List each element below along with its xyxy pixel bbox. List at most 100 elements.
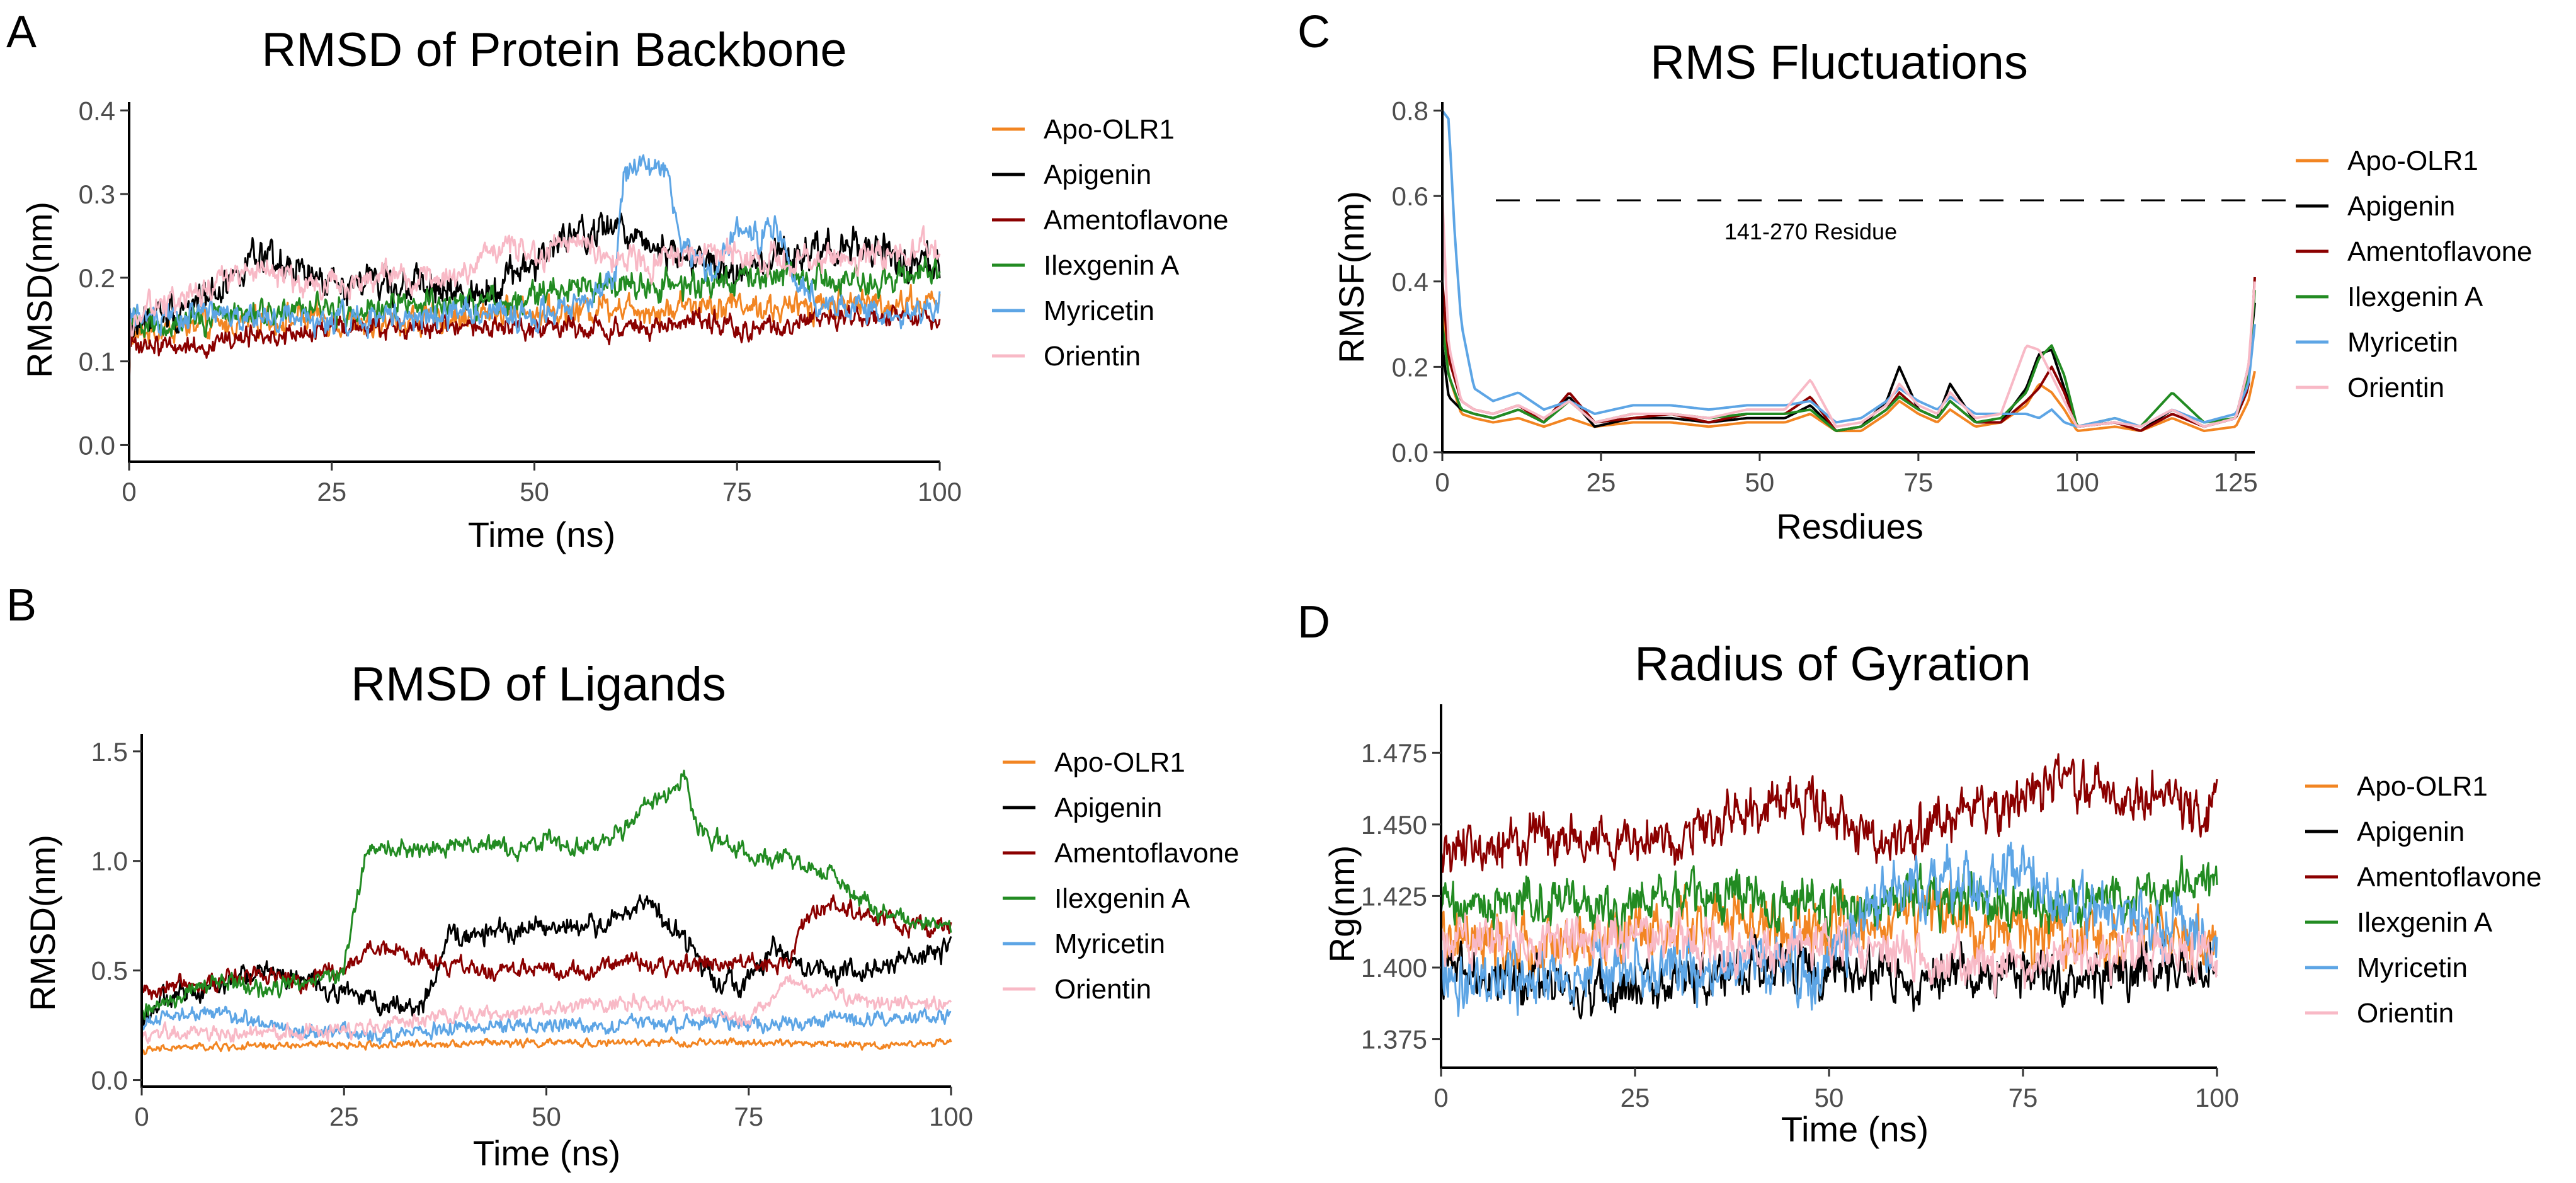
series-line-orientin [1442, 196, 2256, 428]
series-line-myricetin [1442, 110, 2256, 428]
panel-a-title: RMSD of Protein Backbone [261, 23, 846, 77]
series-group [129, 154, 941, 395]
y-tick-label: 1.0 [91, 847, 128, 876]
panel-a-xlabel: Time (ns) [468, 515, 615, 554]
series-line-orientin [129, 225, 941, 395]
panel-d-ylabel: Rg(nm) [1322, 845, 1362, 963]
panel-b-plot: 0 25 50 75 100 0.0 0.5 1.0 1.5 Apo-OLR1 Apigenin Am… [91, 734, 1240, 1131]
panel-b-xlabel: Time (ns) [473, 1133, 620, 1173]
panel-c-ylabel: RMSF(nm) [1331, 191, 1371, 363]
y-tick-label: 1.400 [1361, 953, 1427, 983]
y-tick-label: 0.5 [91, 956, 128, 986]
legend-label: Apigenin [2357, 816, 2465, 847]
x-tick-label: 0 [134, 1102, 149, 1131]
y-tick-label: 0.4 [79, 96, 115, 125]
legend-label: Ilexgenin A [1054, 883, 1190, 914]
y-tick-label: 0.2 [1392, 352, 1428, 382]
series-line-amentoflavone [1442, 277, 2256, 432]
series-line-ilexgenin-a [129, 255, 941, 395]
series-line-apo-olr1 [142, 1036, 952, 1056]
y-tick-label: 1.475 [1361, 738, 1427, 768]
x-tick-label: 25 [1587, 467, 1616, 497]
x-tick-label: 75 [734, 1102, 763, 1131]
x-tick-label: 0 [1433, 1083, 1448, 1112]
y-tick-label: 1.5 [91, 737, 128, 767]
series-line-amentoflavone [129, 304, 941, 395]
panel-b-ylabel: RMSD(nm) [23, 835, 62, 1011]
legend-label: Apo-OLR1 [2357, 771, 2488, 802]
series-line-amentoflavone [1441, 753, 2218, 873]
x-tick-label: 50 [1745, 467, 1775, 497]
x-tick-label: 50 [520, 477, 549, 506]
legend: Apo-OLR1 Apigenin Amentoflavone Ilexgenin A… [992, 114, 1229, 372]
legend: Apo-OLR1 Apigenin Amentoflavone Ilexgenin A… [2296, 146, 2533, 403]
legend-label: Orientin [1044, 341, 1141, 372]
y-tick-label: 0.2 [79, 263, 115, 293]
x-tick-label: 75 [1904, 467, 1934, 497]
y-tick-label: 1.425 [1361, 881, 1427, 911]
x-tick-label: 100 [2195, 1083, 2239, 1112]
panel-letter-b: B [6, 580, 37, 631]
series-line-ilexgenin-a [142, 769, 952, 1020]
series-group [142, 769, 952, 1056]
panel-b-title: RMSD of Ligands [351, 658, 726, 711]
legend: Apo-OLR1 Apigenin Amentoflavone Ilexgenin A… [2305, 771, 2542, 1029]
y-tick-label: 0.1 [79, 347, 115, 377]
x-tick-label: 50 [1815, 1083, 1844, 1112]
series-line-orientin [142, 974, 952, 1044]
x-tick-label: 75 [722, 477, 752, 506]
panel-c-plot: 141-270 Residue 0 25 50 75 100 125 0.0 0.2 0.4 0.6… [1392, 96, 2533, 497]
legend-label: Ilexgenin A [2347, 282, 2483, 312]
legend-label: Ilexgenin A [1044, 250, 1180, 281]
x-tick-label: 125 [2214, 467, 2258, 497]
series-line-apo-olr1 [1442, 302, 2256, 433]
legend-label: Myricetin [2347, 327, 2458, 358]
legend-label: Orientin [1054, 974, 1151, 1005]
panel-letter-c: C [1297, 7, 1330, 57]
y-tick-label: 0.3 [79, 180, 115, 209]
y-tick-label: 0.0 [91, 1066, 128, 1095]
legend-label: Ilexgenin A [2357, 907, 2493, 938]
series-group [1442, 110, 2256, 433]
legend-label: Myricetin [1044, 295, 1154, 326]
x-tick-label: 25 [329, 1102, 359, 1131]
y-tick-label: 0.4 [1392, 267, 1428, 297]
panel-a: A RMSD of Protein Backbone 0 25 50 75 100 0.0… [6, 7, 1229, 554]
reference-line-label: 141-270 Residue [1724, 219, 1897, 244]
series-line-apigenin [129, 212, 941, 395]
legend-label: Amentoflavone [2347, 236, 2533, 267]
panel-letter-d: D [1297, 597, 1330, 648]
series-line-myricetin [142, 1005, 952, 1045]
panel-d-title: Radius of Gyration [1634, 637, 2031, 691]
x-tick-label: 0 [1435, 467, 1449, 497]
panel-d: D Radius of Gyration 0 25 50 75 100 1.375 1.40… [1297, 597, 2542, 1149]
legend-label: Orientin [2347, 372, 2444, 403]
panel-c: C RMS Fluctuations 141-270 Residue 0 25 50 7… [1297, 7, 2533, 546]
panel-b: B RMSD of Ligands 0 25 50 75 100 0.0 0.5 1.0 1.5… [6, 580, 1240, 1173]
y-tick-label: 0.0 [79, 430, 115, 460]
legend-label: Apigenin [1054, 792, 1162, 823]
y-tick-label: 1.450 [1361, 810, 1427, 840]
legend-label: Apigenin [1044, 159, 1151, 190]
legend-label: Apo-OLR1 [1054, 747, 1185, 778]
legend-label: Amentoflavone [1044, 205, 1229, 236]
series-line-myricetin [129, 154, 941, 395]
panel-a-ylabel: RMSD(nm) [20, 202, 59, 378]
series-group [1441, 753, 2218, 1020]
legend-label: Amentoflavone [1054, 838, 1240, 869]
y-tick-label: 0.0 [1392, 438, 1428, 467]
legend-label: Apigenin [2347, 191, 2455, 222]
series-line-orientin [1441, 906, 2218, 998]
panel-d-xlabel: Time (ns) [1781, 1109, 1929, 1149]
panel-letter-a: A [6, 7, 37, 57]
legend-label: Apo-OLR1 [1044, 114, 1175, 145]
x-tick-label: 100 [918, 477, 962, 506]
series-line-apigenin [1442, 302, 2256, 432]
series-line-ilexgenin-a [1442, 290, 2256, 432]
x-tick-label: 50 [532, 1102, 561, 1131]
legend-label: Apo-OLR1 [2347, 146, 2478, 176]
series-line-myricetin [1441, 842, 2218, 1017]
series-line-ilexgenin-a [1441, 855, 2218, 950]
x-tick-label: 25 [317, 477, 346, 506]
